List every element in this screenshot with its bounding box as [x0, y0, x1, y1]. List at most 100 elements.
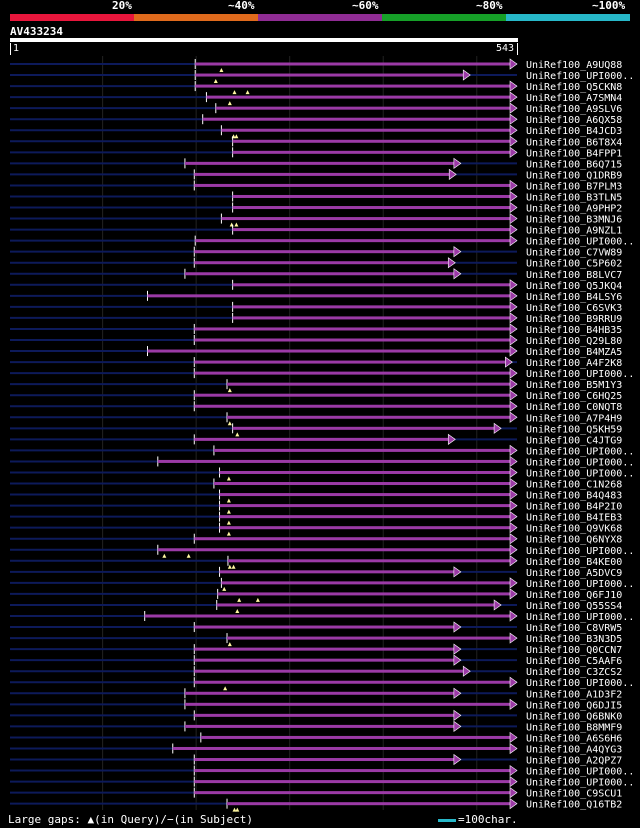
hit-label: UniRef100_Q5KH59 [526, 424, 622, 435]
gap-marker [219, 68, 224, 72]
hit-arrowhead [509, 400, 518, 412]
gap-marker [226, 498, 231, 503]
hit-arrowhead [453, 621, 462, 633]
hit-label: UniRef100_B6Q715 [526, 159, 622, 170]
hit-arrowhead [509, 411, 518, 423]
hit-label: UniRef100_C6HQ25 [526, 391, 622, 402]
hit-bar [184, 702, 511, 706]
hit-label: UniRef100_C4JTG9 [526, 435, 622, 446]
hit-bar [219, 504, 512, 508]
hit-label: UniRef100_UPI000.. [526, 468, 634, 479]
hit-arrowhead [453, 654, 462, 666]
gap-marker [226, 509, 231, 514]
gap-marker [235, 807, 240, 812]
hit-label: UniRef100_A4QYG3 [526, 744, 622, 755]
hit-label: UniRef100_Q5JKQ4 [526, 281, 622, 292]
hit-arrowhead [509, 787, 518, 799]
hit-bar [219, 470, 512, 474]
gap-marker [227, 564, 232, 569]
hit-bar [194, 338, 511, 342]
hit-label: UniRef100_Q6BNK0 [526, 711, 622, 722]
hit-label: UniRef100_UPI000.. [526, 71, 634, 82]
hit-arrowhead [509, 135, 518, 147]
hit-bar [194, 758, 455, 762]
hit-arrowhead [509, 323, 518, 335]
hit-arrowhead [493, 599, 502, 611]
hit-bar [194, 669, 465, 673]
gap-marker [227, 101, 232, 106]
hit-arrowhead [509, 698, 518, 710]
scale-segment-80 [382, 14, 506, 21]
hit-label: UniRef100_Q6NYX8 [526, 535, 622, 546]
hit-bar [227, 382, 512, 386]
hit-label: UniRef100_B6T8X4 [526, 137, 622, 148]
hit-bar [184, 691, 455, 695]
hit-label: UniRef100_C5P602 [526, 259, 622, 270]
hit-label: UniRef100_C3ZCS2 [526, 667, 622, 678]
scale-label-40: ~40% [228, 0, 255, 12]
ruler-start-tick [10, 43, 11, 55]
hit-label: UniRef100_Q5CKN8 [526, 82, 622, 93]
scale-label-80: ~80% [476, 0, 503, 12]
hit-label: UniRef100_A9PHP2 [526, 204, 622, 215]
hit-label: UniRef100_UPI000.. [526, 767, 634, 778]
gap-marker [232, 90, 237, 95]
hit-arrowhead [493, 422, 502, 434]
gap-marker [235, 608, 240, 613]
hit-label: UniRef100_UPI000.. [526, 369, 634, 380]
hit-arrowhead [509, 488, 518, 501]
hit-arrowhead [447, 433, 456, 445]
hit-bar [147, 349, 511, 353]
hit-bar [232, 426, 496, 430]
hit-bar [219, 570, 455, 574]
hit-label: UniRef100_UPI000.. [526, 237, 634, 248]
hit-bar [194, 713, 455, 717]
scale-segment-100 [506, 14, 630, 21]
hit-arrowhead [453, 643, 462, 655]
hit-arrowhead [509, 124, 518, 136]
hit-arrowhead [509, 378, 518, 390]
identity-scale-labels: 20% ~40% ~60% ~80% ~100% [0, 0, 640, 12]
hit-arrowhead [509, 334, 518, 346]
gap-marker [223, 686, 228, 691]
hit-label: UniRef100_A7P4H9 [526, 413, 622, 424]
hit-arrowhead [509, 80, 518, 92]
hit-bar [194, 537, 511, 541]
scale-segment-20 [10, 14, 134, 21]
hit-bar [194, 769, 511, 773]
hit-arrowhead [509, 301, 518, 313]
hit-label: UniRef100_B4JCD3 [526, 126, 622, 137]
scale-swatch [438, 819, 456, 822]
hit-bar [194, 780, 511, 784]
hit-label: UniRef100_A4F2K8 [526, 358, 622, 369]
hit-label: UniRef100_A9NZL1 [526, 226, 622, 237]
hit-arrowhead [509, 212, 518, 225]
hit-arrowhead [509, 798, 518, 810]
hit-bar [217, 592, 512, 596]
gap-marker [162, 553, 167, 558]
gap-marker [186, 553, 191, 558]
hit-arrowhead [462, 69, 471, 81]
hit-label: UniRef100_B3TLN5 [526, 192, 622, 203]
hit-label: UniRef100_C6SVK3 [526, 303, 622, 314]
hit-label: UniRef100_A7SMN4 [526, 93, 622, 104]
hit-bar [232, 150, 512, 154]
hit-bar [194, 261, 450, 265]
ruler-end-tick [517, 43, 518, 55]
hit-arrowhead [509, 190, 518, 203]
scale-label-60: ~60% [352, 0, 379, 12]
gap-marker [226, 476, 231, 481]
hit-bar [194, 183, 511, 187]
scale-segment-60 [258, 14, 382, 21]
hit-arrowhead [509, 224, 518, 236]
hit-bar [194, 437, 450, 441]
hit-label: UniRef100_Q29L80 [526, 336, 622, 347]
hit-arrowhead [509, 533, 518, 545]
hit-bar [157, 459, 511, 463]
hit-label: UniRef100_A6S6H6 [526, 733, 622, 744]
hit-label: UniRef100_Q55SS4 [526, 601, 622, 612]
hit-arrowhead [509, 731, 518, 744]
scale-label-100: ~100% [592, 0, 626, 12]
hit-arrowhead [509, 764, 518, 777]
